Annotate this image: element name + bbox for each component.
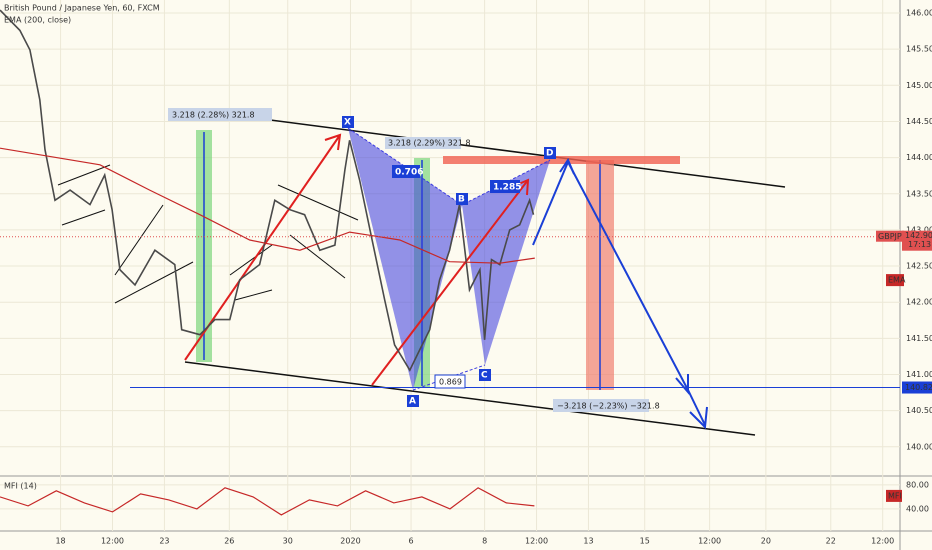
x-tick-label: 12:00 [698,537,721,546]
y-tick-label: 143.50 [906,189,932,198]
plot: EMA [0,9,906,516]
point-box [407,395,419,407]
label-box [385,137,461,149]
y-tick-label: 140.00 [906,442,932,451]
trendline [184,361,756,436]
ratio-box [434,374,466,389]
point-label: D [546,149,553,159]
projection [532,157,708,430]
ratio-label: 0.706 [395,168,423,178]
y-tick-label: 80.00 [906,480,929,489]
ratio-box [490,180,520,193]
label-box [168,108,272,121]
point-box [456,193,468,205]
x-tick-label: 13 [583,537,593,546]
x-tick-label: 12:00 [871,537,894,546]
pattern-leg [412,364,486,391]
x-tick-label: 18 [55,537,65,546]
symbol-tag [876,230,904,242]
point-box [342,116,354,128]
ratio-box [392,165,420,178]
y-tick-label: 141.00 [906,370,932,379]
y-tick-label: 142.00 [906,298,932,307]
indicator-tag-label: MFI [888,491,902,500]
x-tick-label: 15 [640,537,650,546]
x-tick-label: 26 [224,537,234,546]
y-tick-label: 144.00 [906,153,932,162]
label-box [553,399,649,412]
mfi-title: MFI (14) [4,482,37,491]
measure-label: 3.218 (2.28%) 321.8 [172,111,255,120]
target-zone [443,156,680,164]
y-tick-label: 143.00 [906,225,932,234]
x-tick-label: 12:00 [101,537,124,546]
price-label: 142.906 [905,231,932,240]
y-tick-label: 144.50 [906,117,932,126]
point-box [479,369,491,381]
y-tick-label: 145.00 [906,81,932,90]
wedges [57,164,359,304]
y-tick-label: 142.50 [906,262,932,271]
grid [0,0,900,531]
point-box [544,147,556,159]
trendline [231,114,786,188]
point-label: A [409,397,416,407]
measure-label: 3.218 (2.29%) 321.8 [388,139,471,148]
series-line [0,487,535,516]
level-tag [902,381,932,394]
x-tick-label: 2020 [340,537,360,546]
level-label: 140.820 [905,383,932,392]
x-tick-label: 20 [761,537,771,546]
series-tag [886,274,904,287]
pattern-xab [348,128,462,390]
x-tick-label: 6 [409,537,414,546]
x-tick-label: 12:00 [525,537,548,546]
x-tick-label: 30 [283,537,293,546]
point-label: X [344,118,351,128]
y-tick-label: 145.50 [906,45,932,54]
countdown-label: 17:13 [908,240,931,249]
x-tick-label: 8 [482,537,487,546]
symbol-label: GBPJPY [878,232,907,241]
indicator-tag [886,489,902,502]
series-tag-label: EMA [888,276,906,285]
y-tick-label: 141.50 [906,334,932,343]
indicator-label: EMA (200, close) [4,16,71,25]
measure-label: −3.218 (−2.23%) −321.8 [557,402,660,411]
x-tick-label: 22 [826,537,836,546]
y-tick-label: 40.00 [906,504,929,513]
y-tick-label: 146.00 [906,9,932,18]
pattern-labels: X A B C D 0.706 0.869 1.285 [342,116,556,407]
ratio-label: 0.869 [439,378,462,387]
series-line [0,9,535,372]
price-tag [902,230,932,251]
y-tick-label: 140.50 [906,406,932,415]
series-line [0,147,535,264]
x-tick-label: 23 [159,537,169,546]
ratio-label: 1.285 [493,183,521,193]
point-label: C [481,371,488,381]
point-label: B [458,195,465,205]
title: British Pound / Japanese Yen, 60, FXCM [4,4,160,13]
